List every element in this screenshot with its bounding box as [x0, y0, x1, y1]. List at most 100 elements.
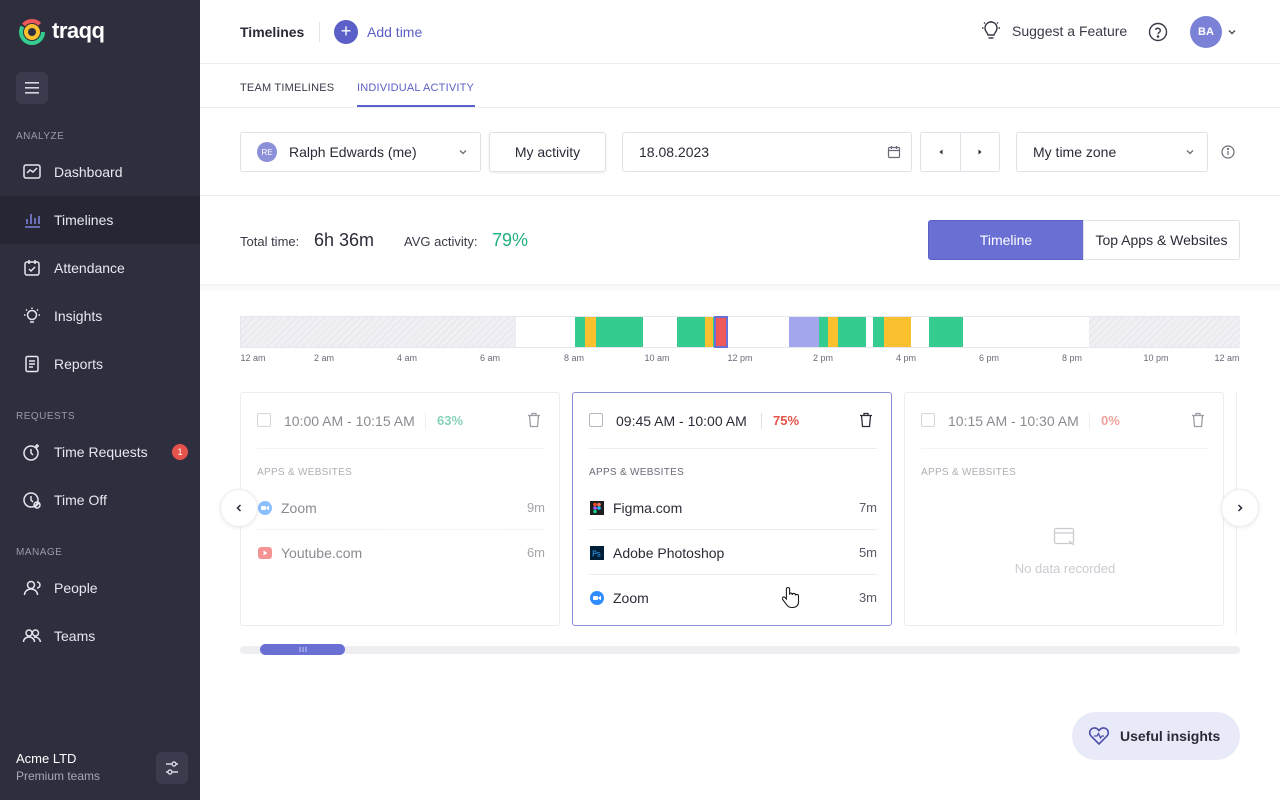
trash-icon[interactable]	[527, 412, 541, 428]
timeline-tick-label: 8 am	[563, 353, 585, 363]
user-select[interactable]: RE Ralph Edwards (me)	[240, 132, 481, 172]
activity-segment[interactable]	[677, 317, 705, 347]
apps-section-label: APPS & WEBSITES	[257, 467, 353, 478]
apps-section-label: APPS & WEBSITES	[589, 467, 685, 478]
chevron-down-icon[interactable]	[1227, 27, 1237, 37]
sidebar-item-time-off[interactable]: Time Off	[0, 476, 200, 524]
cards-scroll-thumb[interactable]	[260, 644, 345, 655]
sidebar-item-time-requests[interactable]: Time Requests 1	[0, 428, 200, 476]
app-row: Ps Adobe Photoshop 5m	[589, 530, 877, 575]
app-name: Adobe Photoshop	[613, 544, 725, 561]
activity-segment[interactable]	[873, 317, 884, 347]
slot-checkbox[interactable]	[257, 413, 271, 427]
company-info: Acme LTD Premium teams	[16, 751, 100, 783]
trash-icon[interactable]	[859, 412, 873, 428]
tab-individual-activity[interactable]: INDIVIDUAL ACTIVITY	[357, 82, 475, 94]
sidebar-item-reports[interactable]: Reports	[0, 340, 200, 388]
card-divider	[589, 448, 877, 449]
sidebar-item-insights[interactable]: Insights	[0, 292, 200, 340]
sidebar-item-label: Timelines	[54, 212, 114, 228]
slot-checkbox[interactable]	[589, 413, 603, 427]
app-row: Youtube.com 6m	[257, 530, 545, 575]
card-divider	[921, 448, 1209, 449]
activity-segment[interactable]	[819, 317, 828, 347]
date-field[interactable]: 18.08.2023	[622, 132, 912, 172]
sidebar-item-attendance[interactable]: Attendance	[0, 244, 200, 292]
activity-segment[interactable]	[596, 317, 643, 347]
info-icon[interactable]	[1221, 145, 1235, 159]
tab-team-timelines[interactable]: TEAM TIMELINES	[240, 82, 335, 94]
trash-icon[interactable]	[1191, 412, 1205, 428]
slot-separator	[425, 413, 426, 429]
app-row: Zoom 3m	[589, 575, 877, 620]
time-off-icon	[23, 492, 41, 509]
heart-icon	[1088, 727, 1110, 746]
traqq-logo-icon	[19, 19, 45, 45]
time-slot-card[interactable]: 10:00 AM - 10:15 AM 63% APPS & WEBSITES …	[240, 392, 560, 626]
user-avatar[interactable]: BA	[1190, 16, 1222, 48]
section-label-manage: MANAGE	[16, 547, 63, 558]
user-initials-avatar: RE	[257, 142, 277, 162]
timeline-tick-label: 6 pm	[978, 353, 1000, 363]
brand-logo[interactable]: traqq	[18, 16, 105, 46]
previous-day-button[interactable]	[920, 132, 961, 172]
menu-toggle-button[interactable]	[16, 72, 48, 104]
offline-range	[241, 317, 516, 347]
activity-segment[interactable]	[585, 317, 596, 347]
selected-segment[interactable]	[714, 316, 728, 348]
add-time-label: Add time	[367, 24, 423, 40]
cards-next-button[interactable]	[1221, 489, 1259, 527]
sidebar: traqq ANALYZE Dashboard Timelines Attend…	[0, 0, 200, 800]
sidebar-item-dashboard[interactable]: Dashboard	[0, 148, 200, 196]
timeline-tick-label: 12 am	[240, 353, 266, 363]
offline-range	[1089, 317, 1240, 347]
section-label-analyze: ANALYZE	[16, 131, 65, 142]
sidebar-item-teams[interactable]: Teams	[0, 612, 200, 660]
next-day-button[interactable]	[960, 132, 1000, 172]
chevron-left-icon	[236, 504, 242, 512]
activity-segment[interactable]	[929, 317, 963, 347]
useful-insights-button[interactable]: Useful insights	[1072, 712, 1240, 760]
slot-activity-percent: 0%	[1101, 413, 1120, 428]
time-slot-card[interactable]: 10:15 AM - 10:30 AM 0% APPS & WEBSITES N…	[904, 392, 1224, 626]
view-timeline-button[interactable]: Timeline	[928, 220, 1084, 260]
add-time-button[interactable]: + Add time	[334, 20, 422, 44]
timeline-tick-label: 2 am	[313, 353, 335, 363]
activity-segment[interactable]	[575, 317, 585, 347]
suggest-feature-label: Suggest a Feature	[1012, 23, 1128, 39]
caret-right-icon	[978, 149, 982, 155]
time-slot-card-selected[interactable]: 09:45 AM - 10:00 AM 75% APPS & WEBSITES …	[572, 392, 892, 626]
activity-segment[interactable]	[789, 317, 819, 347]
app-duration: 7m	[858, 500, 877, 515]
cards-scroll-track[interactable]	[240, 646, 1240, 654]
timeline-tick-label: 4 am	[396, 353, 418, 363]
brand-name: traqq	[52, 18, 105, 43]
help-icon[interactable]	[1148, 22, 1168, 42]
timezone-select[interactable]: My time zone	[1016, 132, 1208, 172]
section-shadow	[200, 284, 1280, 292]
cards-prev-button[interactable]	[220, 489, 258, 527]
top-header: Timelines + Add time Suggest a Feature B…	[200, 0, 1280, 64]
activity-segment[interactable]	[884, 317, 911, 347]
timeline-tick-label: 8 pm	[1061, 353, 1083, 363]
app-row: Figma.com 7m	[589, 485, 877, 530]
suggest-feature-button[interactable]: Suggest a Feature	[980, 20, 1127, 42]
slot-activity-percent: 75%	[773, 413, 800, 428]
app-name: Zoom	[613, 589, 649, 606]
slot-checkbox[interactable]	[921, 413, 935, 427]
timelines-icon	[25, 214, 40, 228]
activity-segment[interactable]	[828, 317, 838, 347]
activity-timeline[interactable]	[240, 316, 1240, 348]
view-top-apps-button[interactable]: Top Apps & Websites	[1083, 220, 1240, 260]
chevron-down-icon	[459, 150, 467, 155]
calendar-icon[interactable]	[887, 145, 901, 159]
activity-segment[interactable]	[838, 317, 866, 347]
company-settings-button[interactable]	[156, 752, 188, 784]
sidebar-item-people[interactable]: People	[0, 564, 200, 612]
people-icon	[23, 580, 41, 596]
sidebar-item-timelines[interactable]: Timelines	[0, 196, 200, 244]
notification-badge: 1	[172, 444, 188, 460]
my-activity-button[interactable]: My activity	[489, 132, 606, 172]
app-duration: 9m	[526, 500, 545, 515]
activity-segment[interactable]	[705, 317, 713, 347]
